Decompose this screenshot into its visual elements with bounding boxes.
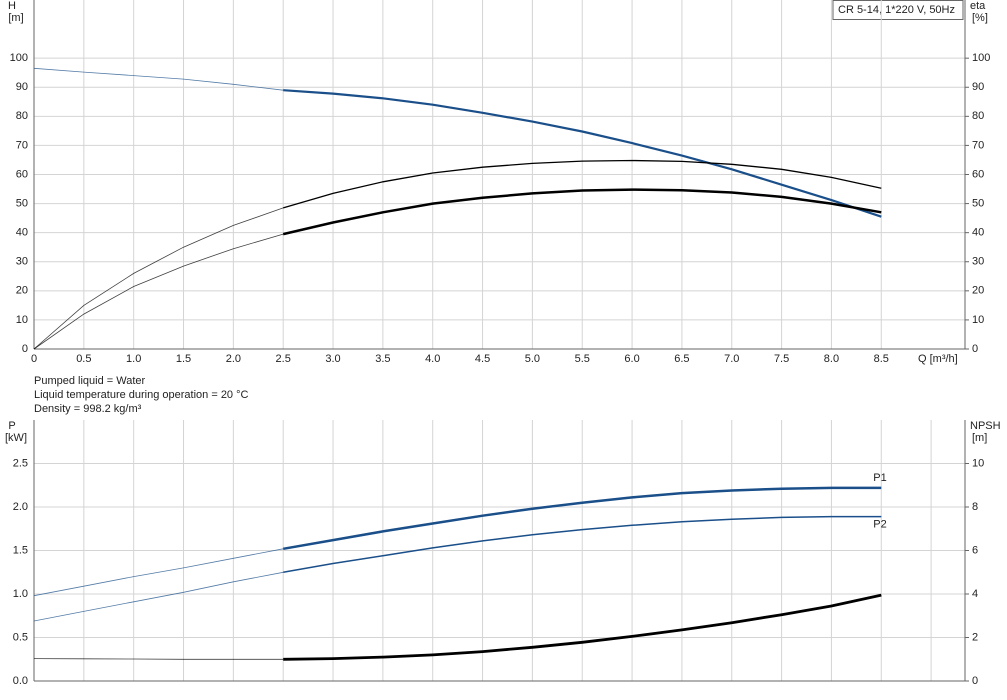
x-tick-label: 1.5 — [176, 353, 191, 365]
y2-tick-label: 50 — [972, 197, 984, 209]
y2-axis-unit: [%] — [972, 12, 988, 24]
line-thin — [33, 207, 284, 350]
line — [283, 89, 882, 218]
x-tick-label: 4.5 — [475, 353, 490, 365]
y-tick-label: 0.5 — [13, 631, 28, 643]
y2-axis-title: NPSH — [970, 420, 1001, 432]
line — [282, 486, 882, 551]
x-tick-label: 5.0 — [525, 353, 540, 365]
line — [283, 593, 882, 661]
y-axis-title: P — [8, 420, 15, 432]
y2-tick-label: 8 — [972, 501, 978, 513]
line — [283, 515, 882, 574]
y-tick-label: 0.0 — [13, 675, 28, 687]
y-tick-label: 10 — [16, 314, 28, 326]
y2-tick-label: 40 — [972, 227, 984, 239]
y-tick-label: 70 — [16, 139, 28, 151]
x-tick-label: 2.5 — [276, 353, 291, 365]
y2-tick-label: 4 — [972, 588, 978, 600]
y2-axis-unit: [m] — [972, 432, 987, 444]
note: Density = 998.2 kg/m³ — [34, 403, 142, 415]
series-label: P2 — [873, 518, 886, 530]
line-thin — [33, 67, 284, 91]
x-tick-label: 4.0 — [425, 353, 440, 365]
model-box — [832, 0, 964, 20]
y2-tick-label: 80 — [972, 110, 984, 122]
x-tick-label: 1.0 — [126, 353, 141, 365]
x-tick-label: 7.5 — [774, 353, 789, 365]
y-tick-label: 30 — [16, 256, 28, 268]
y-tick-label: 40 — [16, 227, 28, 239]
line — [282, 188, 882, 236]
line-thin — [33, 548, 284, 597]
y-tick-label: 50 — [16, 197, 28, 209]
y-tick-label: 60 — [16, 168, 28, 180]
y-tick-label: 20 — [16, 285, 28, 297]
note: Liquid temperature during operation = 20… — [34, 389, 249, 401]
x-tick-label: 6.0 — [624, 353, 639, 365]
y-tick-label: 1.5 — [13, 544, 28, 556]
y-tick-label: 0 — [22, 343, 28, 355]
y2-tick-label: 10 — [972, 314, 984, 326]
y-axis-title: H — [8, 0, 16, 12]
y-tick-label: 100 — [10, 52, 28, 64]
line-thin — [33, 658, 284, 660]
y-tick-label: 2.5 — [13, 457, 28, 469]
x-tick-label: 3.5 — [375, 353, 390, 365]
note: Pumped liquid = Water — [34, 375, 146, 387]
y2-tick-label: 90 — [972, 81, 984, 93]
x-tick-label: 2.0 — [226, 353, 241, 365]
x-tick-label: 0.5 — [76, 353, 91, 365]
y2-tick-label: 20 — [972, 285, 984, 297]
y2-tick-label: 10 — [972, 457, 984, 469]
y-tick-label: 2.0 — [13, 501, 28, 513]
y2-tick-label: 6 — [972, 544, 978, 556]
y-tick-label: 90 — [16, 81, 28, 93]
line-thin — [33, 571, 284, 622]
x-tick-label: 3.0 — [325, 353, 340, 365]
y2-tick-label: 0 — [972, 675, 978, 687]
y-axis-unit: [m] — [8, 12, 23, 24]
series-label: P1 — [873, 472, 886, 484]
y2-axis-title: eta — [970, 0, 986, 12]
y-tick-label: 1.0 — [13, 588, 28, 600]
y-axis-unit: [kW] — [5, 432, 27, 444]
y2-tick-label: 70 — [972, 139, 984, 151]
x-axis-title: Q [m³/h] — [918, 353, 958, 365]
y2-tick-label: 100 — [972, 52, 990, 64]
y2-tick-label: 0 — [972, 343, 978, 355]
x-tick-label: 5.5 — [575, 353, 590, 365]
x-tick-label: 8.5 — [874, 353, 889, 365]
line-thin — [33, 233, 284, 350]
x-tick-label: 0 — [31, 353, 37, 365]
model-label: CR 5-14, 1*220 V, 50Hz — [838, 4, 955, 16]
x-tick-label: 6.5 — [674, 353, 689, 365]
y2-tick-label: 2 — [972, 631, 978, 643]
y2-tick-label: 30 — [972, 256, 984, 268]
line — [283, 159, 882, 209]
y-tick-label: 80 — [16, 110, 28, 122]
x-tick-label: 7.0 — [724, 353, 739, 365]
y2-tick-label: 60 — [972, 168, 984, 180]
x-tick-label: 8.0 — [824, 353, 839, 365]
